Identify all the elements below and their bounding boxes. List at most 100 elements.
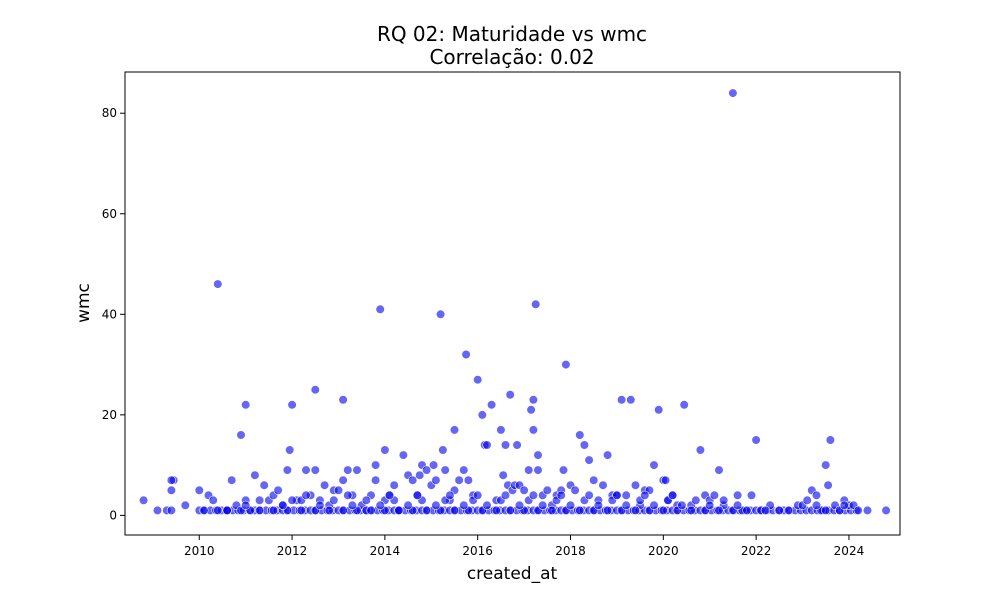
- x-tick-label: 2016: [462, 544, 493, 558]
- data-point: [371, 460, 381, 470]
- data-point: [461, 349, 471, 360]
- data-point: [524, 465, 534, 475]
- data-point: [422, 505, 432, 516]
- data-point: [565, 500, 576, 510]
- data-point: [296, 505, 306, 516]
- data-point: [570, 485, 580, 495]
- data-point: [361, 495, 371, 505]
- data-point: [691, 495, 701, 505]
- data-point: [422, 465, 432, 475]
- data-point: [431, 475, 441, 485]
- data-point: [575, 505, 585, 516]
- data-point: [630, 480, 641, 490]
- data-point: [500, 490, 511, 500]
- data-point: [500, 440, 511, 450]
- data-point: [621, 500, 631, 510]
- data-point: [802, 495, 812, 505]
- data-point: [199, 505, 209, 516]
- y-axis: 0 20 40 60 80: [102, 106, 125, 522]
- data-point: [732, 500, 743, 510]
- data-point: [139, 495, 149, 505]
- data-point: [853, 505, 863, 516]
- data-point: [505, 505, 515, 516]
- data-point: [408, 475, 418, 485]
- data-point: [463, 475, 474, 485]
- data-point: [459, 500, 469, 510]
- data-point: [714, 505, 724, 516]
- data-point: [282, 465, 293, 475]
- data-point: [584, 455, 594, 465]
- data-point: [166, 475, 176, 485]
- x-tick-label: 2020: [648, 544, 679, 558]
- data-point: [208, 495, 218, 505]
- data-point: [598, 480, 608, 490]
- data-point: [273, 485, 283, 495]
- data-point: [556, 490, 566, 500]
- data-point: [514, 500, 525, 510]
- data-point: [194, 485, 204, 495]
- data-point: [542, 485, 552, 495]
- data-point: [528, 490, 539, 500]
- data-point: [498, 470, 508, 480]
- data-point: [616, 395, 627, 405]
- data-point: [821, 505, 831, 516]
- y-axis-label: wmc: [74, 283, 94, 323]
- data-point: [821, 460, 831, 470]
- data-point: [660, 475, 671, 485]
- data-point: [677, 500, 687, 510]
- data-point: [315, 500, 325, 510]
- data-point: [695, 445, 706, 455]
- data-point: [584, 490, 594, 500]
- data-point: [278, 500, 288, 510]
- data-point: [241, 500, 251, 510]
- data-point: [371, 475, 381, 485]
- data-point: [811, 500, 822, 510]
- data-point: [403, 500, 413, 510]
- data-point: [686, 505, 696, 516]
- data-point: [454, 475, 464, 485]
- data-point: [347, 500, 358, 510]
- y-tick-label: 60: [102, 207, 117, 221]
- data-point: [255, 505, 265, 516]
- x-tick-label: 2024: [834, 544, 865, 558]
- data-point: [250, 470, 260, 480]
- data-point: [602, 505, 613, 516]
- data-point: [152, 505, 163, 516]
- data-point: [640, 490, 650, 500]
- data-point: [287, 495, 297, 505]
- data-point: [714, 465, 724, 475]
- data-point: [440, 465, 450, 475]
- data-point: [398, 450, 409, 460]
- data-point: [575, 430, 585, 440]
- data-point: [375, 500, 385, 510]
- data-point: [547, 505, 557, 516]
- data-point: [719, 495, 729, 505]
- x-axis: 2010 2012 2014 2016 2018 2020 2022 2024: [184, 535, 864, 558]
- data-point: [528, 425, 539, 435]
- data-point: [531, 299, 541, 309]
- data-point: [760, 505, 771, 516]
- data-point: [487, 400, 497, 410]
- data-point: [823, 480, 833, 490]
- data-point: [310, 465, 320, 475]
- x-tick-label: 2018: [555, 544, 586, 558]
- data-point: [621, 490, 631, 500]
- data-point: [732, 490, 743, 500]
- data-point: [449, 425, 460, 435]
- data-point: [742, 505, 752, 516]
- data-point: [213, 505, 223, 516]
- data-point: [473, 375, 483, 385]
- data-point: [561, 360, 571, 370]
- data-point: [338, 475, 348, 485]
- data-point: [579, 440, 590, 450]
- data-point: [709, 490, 720, 500]
- plot-frame: [124, 71, 901, 536]
- data-point: [482, 500, 492, 510]
- data-point: [380, 445, 390, 455]
- data-point: [301, 465, 311, 475]
- data-point: [375, 304, 385, 314]
- data-point: [415, 470, 425, 480]
- data-point: [649, 460, 659, 470]
- data-point: [338, 395, 348, 405]
